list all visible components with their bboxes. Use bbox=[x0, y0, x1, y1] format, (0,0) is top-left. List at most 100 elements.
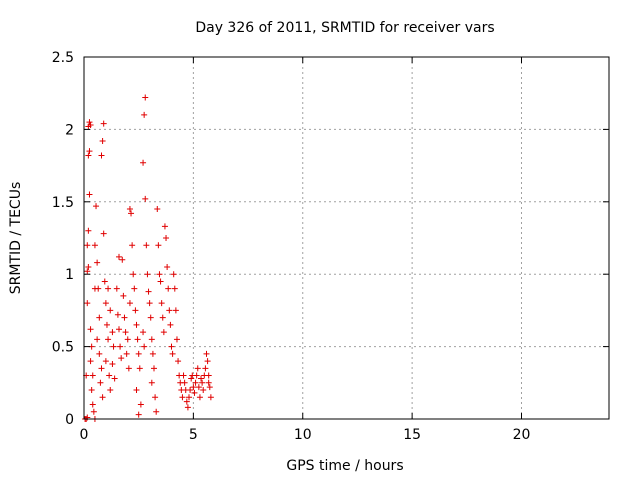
data-point bbox=[105, 285, 112, 292]
y-tick-label: 2 bbox=[65, 122, 74, 138]
data-point bbox=[91, 242, 98, 249]
x-axis-label: GPS time / hours bbox=[286, 458, 403, 474]
data-point bbox=[95, 285, 102, 292]
data-point bbox=[111, 375, 118, 382]
data-point bbox=[205, 372, 212, 379]
data-point bbox=[126, 300, 133, 307]
data-point bbox=[87, 358, 94, 365]
data-point bbox=[165, 285, 172, 292]
data-point bbox=[119, 256, 126, 263]
data-point bbox=[93, 203, 100, 210]
data-point bbox=[188, 375, 195, 382]
data-point bbox=[110, 343, 117, 350]
data-point bbox=[140, 159, 147, 166]
data-point bbox=[193, 372, 200, 379]
data-point bbox=[96, 314, 103, 321]
data-point bbox=[96, 350, 103, 357]
data-point bbox=[84, 300, 91, 307]
data-point bbox=[199, 379, 206, 386]
data-point bbox=[84, 242, 91, 249]
data-point bbox=[157, 278, 164, 285]
data-point bbox=[158, 300, 165, 307]
data-point bbox=[84, 268, 91, 275]
data-point bbox=[200, 387, 207, 394]
data-point bbox=[84, 414, 91, 421]
data-point bbox=[206, 384, 213, 391]
data-point bbox=[154, 206, 161, 213]
data-point bbox=[148, 336, 155, 343]
x-tick-label: 5 bbox=[189, 427, 198, 443]
data-point bbox=[151, 365, 157, 372]
data-point bbox=[94, 336, 101, 343]
data-point bbox=[117, 343, 124, 350]
data-point bbox=[99, 394, 106, 401]
data-point bbox=[86, 119, 93, 126]
data-point bbox=[205, 379, 212, 386]
data-point bbox=[100, 120, 107, 127]
data-point bbox=[106, 372, 113, 379]
data-point bbox=[156, 271, 163, 278]
y-tick-label: 1.5 bbox=[52, 195, 74, 211]
x-tick-label: 15 bbox=[403, 427, 421, 443]
data-point bbox=[120, 292, 127, 299]
y-tick-label: 1 bbox=[65, 267, 74, 283]
chart-title: Day 326 of 2011, SRMTID for receiver var… bbox=[195, 20, 494, 36]
data-point bbox=[98, 152, 105, 159]
data-point bbox=[113, 285, 120, 292]
data-point bbox=[207, 394, 214, 401]
data-point bbox=[128, 210, 135, 217]
data-point bbox=[196, 394, 203, 401]
data-point bbox=[194, 365, 201, 372]
data-point bbox=[172, 307, 179, 314]
y-tick-label: 0 bbox=[65, 412, 74, 428]
data-point bbox=[133, 387, 140, 394]
data-point bbox=[180, 372, 187, 379]
data-point bbox=[116, 253, 122, 260]
data-point bbox=[166, 307, 173, 314]
data-point bbox=[94, 259, 101, 266]
data-point bbox=[124, 336, 131, 343]
data-point bbox=[85, 227, 92, 234]
data-point bbox=[161, 223, 168, 230]
data-point bbox=[129, 242, 136, 249]
data-point bbox=[116, 326, 122, 333]
data-point bbox=[135, 350, 142, 357]
data-point bbox=[143, 242, 150, 249]
data-point bbox=[123, 350, 130, 357]
data-point bbox=[87, 326, 94, 333]
data-point bbox=[149, 350, 156, 357]
data-point bbox=[135, 411, 142, 418]
data-point bbox=[105, 336, 112, 343]
data-point bbox=[107, 387, 114, 394]
data-point bbox=[146, 300, 153, 307]
data-point bbox=[160, 329, 167, 336]
data-point bbox=[168, 343, 175, 350]
data-point bbox=[184, 404, 191, 411]
data-point bbox=[145, 288, 152, 295]
data-point bbox=[90, 408, 97, 415]
data-point bbox=[121, 314, 128, 321]
data-point bbox=[86, 148, 93, 155]
data-point bbox=[191, 389, 198, 396]
data-point bbox=[137, 401, 144, 408]
data-point bbox=[97, 379, 104, 386]
data-point bbox=[87, 122, 94, 129]
data-point bbox=[114, 311, 121, 318]
data-point bbox=[192, 379, 199, 386]
data-point bbox=[198, 375, 205, 382]
data-point bbox=[155, 242, 162, 249]
data-point bbox=[169, 350, 176, 357]
x-tick-label: 20 bbox=[513, 427, 531, 443]
data-point bbox=[159, 314, 166, 321]
data-point bbox=[118, 355, 125, 362]
data-point bbox=[175, 358, 182, 365]
data-point bbox=[203, 350, 210, 357]
data-point bbox=[204, 358, 211, 365]
data-point bbox=[85, 263, 92, 270]
data-point bbox=[187, 387, 194, 394]
data-point bbox=[147, 314, 154, 321]
y-tick-label: 2.5 bbox=[52, 50, 74, 66]
data-point bbox=[102, 358, 109, 365]
data-point bbox=[125, 365, 132, 372]
data-point bbox=[98, 365, 105, 372]
